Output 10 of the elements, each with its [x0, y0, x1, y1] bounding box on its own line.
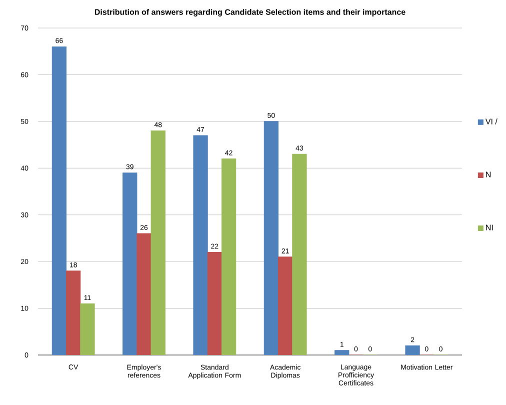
bar [334, 350, 350, 356]
bar [405, 345, 420, 356]
legend-label: VI / [485, 118, 498, 124]
bar [122, 172, 138, 356]
bar [52, 46, 67, 356]
bar [193, 135, 208, 356]
legend-label: NI [486, 224, 493, 230]
chart-title: Distribution of answers regarding Candidate Selection items and their importance [94, 8, 406, 16]
legend-label: N [486, 172, 491, 178]
bar [264, 121, 279, 356]
